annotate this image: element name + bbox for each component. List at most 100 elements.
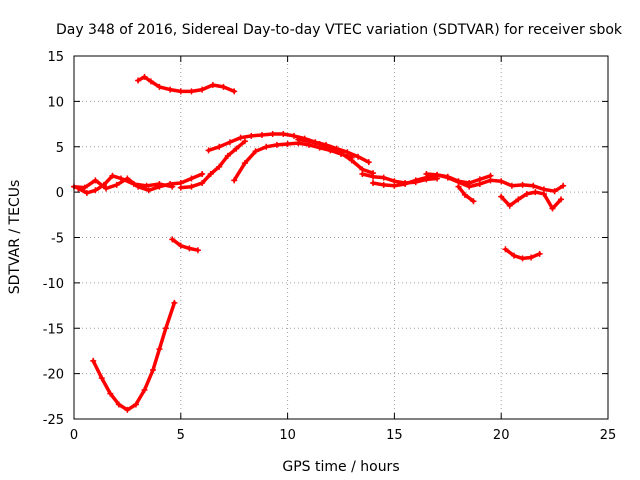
data-point [348,157,355,164]
data-point [511,252,518,259]
data-point [355,153,362,160]
data-point [90,357,97,364]
data-point [487,177,494,184]
data-point [98,375,105,382]
data-point [327,144,334,151]
axis-ticks: 0 5 10 15 20 25 -25 -20 -15 -10 -5 0 5 10 15 [43,50,617,443]
data-point [470,198,477,205]
data-point [519,255,526,262]
data-point [461,191,468,198]
data-point [171,299,178,306]
data-point [536,250,543,257]
y-tick-label: -20 [43,368,64,383]
y-tick-label: -25 [43,413,64,428]
y-tick-label: 5 [56,141,64,156]
data-point [380,174,387,181]
data-point [365,159,372,166]
series-arc-7 [206,132,371,164]
data-point [143,182,150,189]
data-point [224,152,231,159]
data-point [177,242,184,249]
data-point [226,139,233,146]
data-point [141,73,148,80]
data-point [370,180,377,187]
data-point [81,184,88,191]
data-point [147,78,154,85]
data-point [194,247,201,254]
data-point [207,170,214,177]
data-point [199,180,206,187]
data-point [107,390,114,397]
series-arc-13 [456,184,476,203]
data-point [476,180,483,187]
data-point [540,190,547,197]
data-point [549,205,556,212]
y-tick-label: -15 [43,322,64,337]
data-point [305,138,312,145]
data-point [528,254,535,261]
data-point [284,141,291,148]
data-point [502,246,509,253]
data-point [359,170,366,177]
data-point [530,182,537,189]
data-point [560,182,567,189]
data-series [71,73,567,413]
data-point [231,88,238,95]
data-point [156,346,163,353]
data-point [233,145,240,152]
data-point [169,236,176,243]
x-tick-label: 10 [279,428,296,443]
data-point [444,174,451,181]
data-point [135,77,142,84]
data-point [558,196,565,203]
data-point [237,134,244,141]
series-arc-12 [424,172,565,193]
data-point [150,366,157,373]
data-point [117,175,124,182]
data-point [273,141,280,148]
data-point [280,131,287,138]
data-point [177,184,184,191]
data-point [291,132,298,139]
data-point [92,177,99,184]
data-point [103,185,110,192]
series-arc-2 [76,174,175,195]
y-tick-label: -10 [43,277,64,292]
data-point [199,170,206,177]
data-point [466,183,473,190]
data-point [252,148,259,155]
data-point [248,132,255,139]
data-point [130,180,137,187]
data-point [344,149,351,156]
data-point [295,136,302,143]
x-axis-label: GPS time / hours [282,459,399,475]
y-tick-label: -5 [51,232,64,247]
x-tick-label: 25 [600,428,617,443]
x-tick-label: 20 [493,428,510,443]
data-point [145,187,152,194]
data-point [434,171,441,178]
data-point [220,83,227,90]
series-arc-4 [170,237,200,252]
data-point [551,188,558,195]
data-point [162,325,169,332]
data-point [100,181,107,188]
data-point [188,183,195,190]
data-point [199,86,206,93]
data-point [132,401,139,408]
x-tick-label: 0 [70,428,78,443]
data-point [241,138,248,145]
data-point [186,245,193,252]
y-axis-label: SDTVAR / TECUs [7,180,23,295]
data-point [523,190,530,197]
data-point [216,163,223,170]
data-point [241,160,248,167]
data-point [532,189,539,196]
series-arc-5 [91,301,177,412]
data-point [75,185,82,192]
data-point [124,406,131,413]
data-point [316,141,323,148]
data-point [83,190,90,197]
data-point [169,183,176,190]
